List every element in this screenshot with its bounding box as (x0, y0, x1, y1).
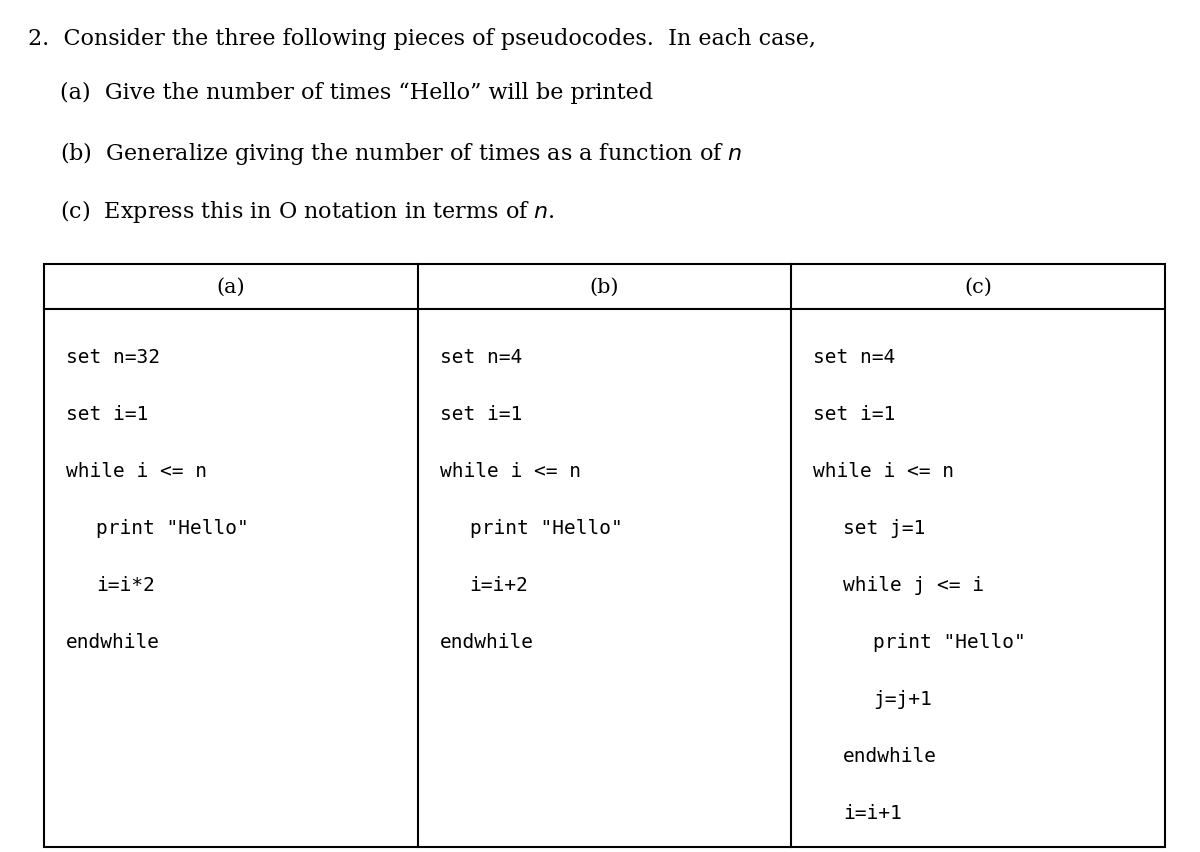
Text: while i <= n: while i <= n (439, 462, 581, 481)
Text: while j <= i: while j <= i (844, 575, 984, 595)
Text: (b)  Generalize giving the number of times as a function of $n$: (b) Generalize giving the number of time… (60, 140, 743, 167)
Text: 2.  Consider the three following pieces of pseudocodes.  In each case,: 2. Consider the three following pieces o… (28, 28, 816, 50)
Text: set n=4: set n=4 (814, 348, 895, 366)
Text: i=i*2: i=i*2 (96, 575, 155, 595)
Text: set n=32: set n=32 (66, 348, 160, 366)
Text: set i=1: set i=1 (66, 405, 149, 423)
Text: endwhile: endwhile (439, 632, 534, 651)
Text: (a): (a) (216, 278, 245, 296)
Text: while i <= n: while i <= n (66, 462, 208, 481)
Text: endwhile: endwhile (66, 632, 160, 651)
Text: print "Hello": print "Hello" (96, 518, 248, 538)
Text: (c): (c) (965, 278, 992, 296)
Text: (c)  Express this in O notation in terms of $n$.: (c) Express this in O notation in terms … (60, 198, 554, 225)
Text: while i <= n: while i <= n (814, 462, 954, 481)
Text: i=i+2: i=i+2 (469, 575, 528, 595)
Text: set i=1: set i=1 (814, 405, 895, 423)
Text: (b): (b) (589, 278, 619, 296)
Text: set i=1: set i=1 (439, 405, 522, 423)
Text: i=i+1: i=i+1 (844, 803, 902, 822)
Text: print "Hello": print "Hello" (469, 518, 623, 538)
Text: print "Hello": print "Hello" (874, 632, 1026, 651)
Text: (a)  Give the number of times “Hello” will be printed: (a) Give the number of times “Hello” wil… (60, 82, 653, 104)
Text: set n=4: set n=4 (439, 348, 522, 366)
Text: endwhile: endwhile (844, 746, 937, 765)
Text: set j=1: set j=1 (844, 518, 925, 538)
Bar (44, 265, 1165, 847)
Text: j=j+1: j=j+1 (874, 689, 932, 708)
